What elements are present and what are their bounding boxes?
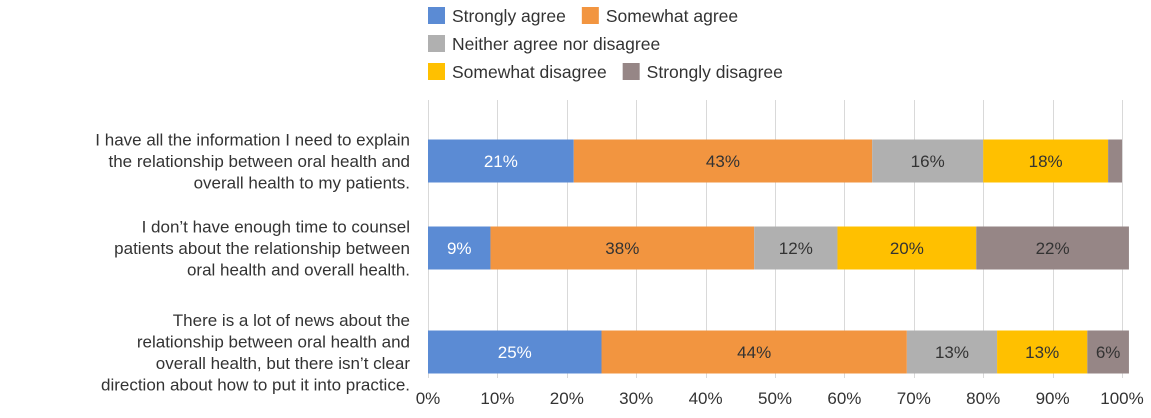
category-label-line: overall health to my patients. bbox=[194, 174, 410, 193]
bar-segment-strongly-agree-3 bbox=[428, 330, 602, 374]
bar-segment-strongly-agree-1 bbox=[428, 139, 574, 183]
category-label-line: direction about how to put it into pract… bbox=[101, 375, 410, 394]
category-label-line: I have all the information I need to exp… bbox=[95, 131, 410, 150]
category-label: There is a lot of news about the relation… bbox=[101, 311, 410, 395]
x-tick-label: 50% bbox=[758, 389, 792, 408]
bar-segment-strongly-agree-2 bbox=[428, 226, 491, 270]
category-label: I don’t have enough time to counsel patie… bbox=[114, 218, 410, 280]
legend-label: Somewhat agree bbox=[606, 6, 738, 26]
legend-swatch bbox=[428, 7, 445, 24]
category-label: I have all the information I need to exp… bbox=[95, 131, 410, 193]
legend-swatch bbox=[622, 63, 640, 80]
bar-segment-somewhat-agree-3 bbox=[601, 330, 907, 374]
legend: Strongly agree Somewhat agree Neither agre… bbox=[428, 6, 783, 82]
legend-item-somewhat-agree: Somewhat agree bbox=[581, 6, 738, 26]
x-tick-label: 30% bbox=[619, 389, 653, 408]
legend-swatch bbox=[428, 35, 445, 52]
x-tick-label: 100% bbox=[1100, 389, 1143, 408]
bar-data-label: 6% bbox=[1096, 343, 1121, 362]
bar-segment-strongly-disagree-1 bbox=[1108, 139, 1122, 183]
legend-label: Strongly agree bbox=[452, 6, 566, 26]
x-axis: 0% 10% 20% 30% 40% 50% 60% 70% 80% 90% 100% bbox=[416, 389, 1144, 408]
legend-label: Neither agree nor disagree bbox=[452, 34, 660, 54]
x-tick-label: 20% bbox=[550, 389, 584, 408]
category-label-line: I don’t have enough time to counsel bbox=[142, 218, 410, 237]
x-tick-label: 40% bbox=[689, 389, 723, 408]
category-label-line: relationship between oral health and bbox=[137, 332, 410, 351]
bar-data-label: 21% bbox=[484, 152, 518, 171]
category-labels: I have all the information I need to exp… bbox=[95, 131, 410, 395]
legend-item-strongly-disagree: Strongly disagree bbox=[622, 62, 783, 82]
bar-segment-neither-agree-nor-disagree-3 bbox=[906, 330, 998, 374]
bar-data-label: 22% bbox=[1036, 239, 1070, 258]
bar-data-label: 16% bbox=[911, 152, 945, 171]
x-tick-label: 70% bbox=[897, 389, 931, 408]
bar-segment-somewhat-disagree-3 bbox=[997, 330, 1088, 374]
x-tick-label: 80% bbox=[966, 389, 1000, 408]
legend-item-neither-agree-nor-disagree: Neither agree nor disagree bbox=[428, 34, 660, 54]
bar-segment-neither-agree-nor-disagree-2 bbox=[754, 226, 838, 270]
bar-segment-strongly-disagree-2 bbox=[976, 226, 1129, 270]
category-label-line: the relationship between oral health and bbox=[109, 152, 411, 171]
legend-item-somewhat-disagree: Somewhat disagree bbox=[428, 62, 607, 82]
bar-segment-somewhat-agree-1 bbox=[573, 139, 873, 183]
legend-item-strongly-agree: Strongly agree bbox=[428, 6, 566, 26]
bar-segment-somewhat-disagree-1 bbox=[983, 139, 1109, 183]
bar-data-label: 13% bbox=[935, 343, 969, 362]
category-label-line: patients about the relationship between bbox=[114, 239, 410, 258]
bar-data-label: 25% bbox=[498, 343, 532, 362]
legend-label: Strongly disagree bbox=[647, 62, 783, 82]
category-label-line: There is a lot of news about the bbox=[173, 311, 410, 330]
bar-data-label: 18% bbox=[1029, 152, 1063, 171]
x-tick-label: 60% bbox=[827, 389, 861, 408]
x-tick-label: 10% bbox=[480, 389, 514, 408]
bar-data-label: 13% bbox=[1025, 343, 1059, 362]
bar-data-label: 38% bbox=[605, 239, 639, 258]
legend-swatch bbox=[428, 63, 445, 80]
legend-label: Somewhat disagree bbox=[452, 62, 607, 82]
bar-segment-neither-agree-nor-disagree-1 bbox=[872, 139, 984, 183]
category-label-line: oral health and overall health. bbox=[187, 261, 410, 280]
bar-segment-somewhat-agree-2 bbox=[490, 226, 755, 270]
bar-data-label: 12% bbox=[779, 239, 813, 258]
bar-data-label: 20% bbox=[890, 239, 924, 258]
bars bbox=[428, 139, 1129, 374]
bar-labels: 21% 43% 16% 18% 9% 38% 12% 20% 22% 25% 44% 13% 13% 6% bbox=[447, 152, 1120, 362]
x-tick-label: 90% bbox=[1036, 389, 1070, 408]
bar-data-label: 44% bbox=[737, 343, 771, 362]
category-label-line: overall health, but there isn’t clear bbox=[156, 354, 411, 373]
bar-data-label: 43% bbox=[706, 152, 740, 171]
x-tick-label: 0% bbox=[416, 389, 441, 408]
bar-data-label: 9% bbox=[447, 239, 472, 258]
bar-segment-somewhat-disagree-2 bbox=[837, 226, 977, 270]
legend-swatch bbox=[581, 7, 599, 24]
bar-segment-strongly-disagree-3 bbox=[1087, 330, 1129, 374]
